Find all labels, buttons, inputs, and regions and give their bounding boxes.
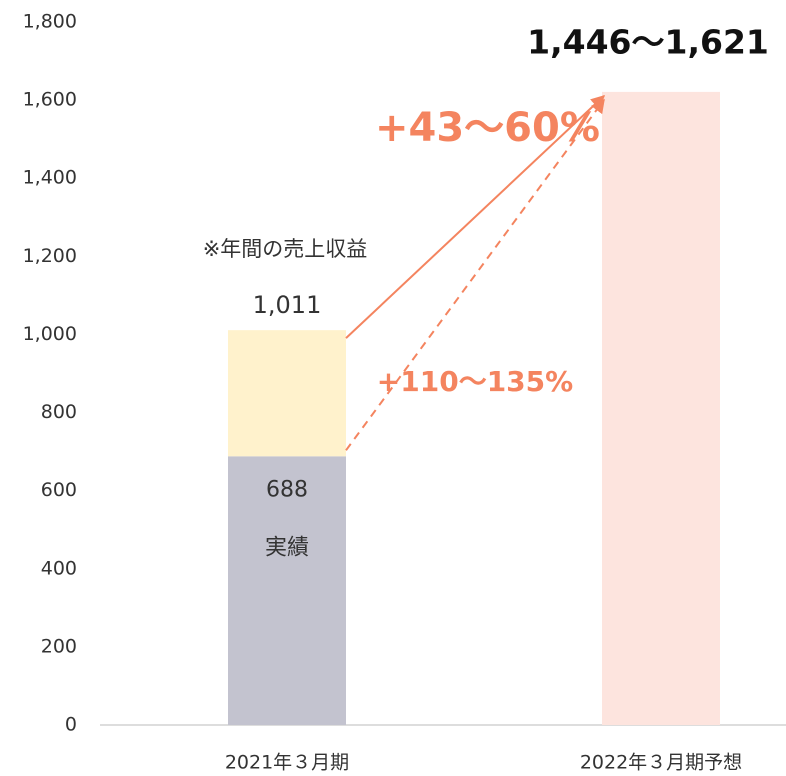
x-tick-label: 2022年３月期予想 xyxy=(580,752,742,774)
y-tick-label: 1,800 xyxy=(23,11,77,33)
growth-arrow-dashed xyxy=(345,98,605,451)
y-tick-label: 1,600 xyxy=(23,89,77,111)
y-tick-label: 0 xyxy=(65,714,77,736)
bar-segment xyxy=(228,456,346,725)
y-tick-label: 1,400 xyxy=(23,167,77,189)
series-label: 実績 xyxy=(265,535,309,560)
growth-annotation: +43〜60% xyxy=(375,105,600,151)
y-tick-label: 600 xyxy=(41,479,77,501)
bar-segment xyxy=(228,330,346,457)
range-label: 1,446〜1,621 xyxy=(527,22,769,61)
y-tick-label: 1,200 xyxy=(23,245,77,267)
bar-segment xyxy=(602,91,720,726)
y-tick-label: 1,000 xyxy=(23,323,77,345)
growth-arrow xyxy=(345,94,606,339)
y-tick-label: 800 xyxy=(41,401,77,423)
note: ※年間の売上収益 xyxy=(203,237,368,261)
y-tick-label: 400 xyxy=(41,557,77,579)
data-label: 688 xyxy=(266,477,308,502)
total-label: 1,011 xyxy=(253,291,322,319)
x-tick-label: 2021年３月期 xyxy=(225,752,349,774)
growth-annotation: +110〜135% xyxy=(377,365,573,398)
y-tick-label: 200 xyxy=(41,635,77,657)
